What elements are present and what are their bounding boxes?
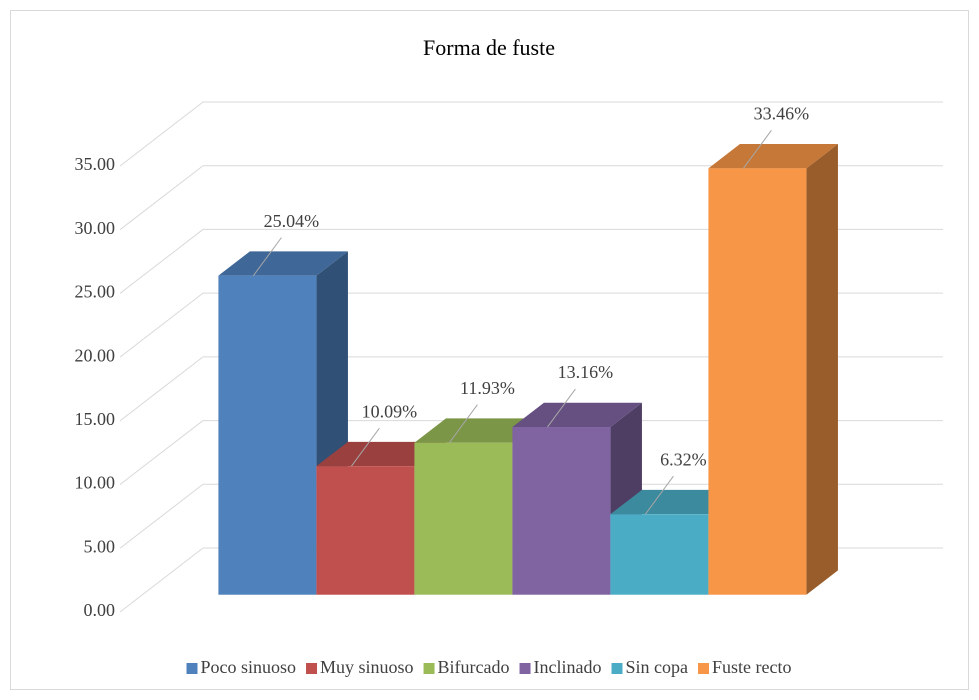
legend-label: Bifurcado: [438, 657, 510, 677]
legend-label: Muy sinuoso: [320, 657, 414, 677]
grid-line: [119, 356, 204, 422]
grid-line: [119, 101, 204, 167]
data-label: 6.32%: [660, 449, 707, 469]
grid-line: [119, 547, 204, 613]
legend-label: Fuste recto: [712, 657, 791, 677]
grid-line: [119, 292, 204, 358]
grid-line: [119, 483, 204, 549]
y-tick-label: 5.00: [84, 536, 116, 556]
bar: [414, 442, 513, 595]
legend-swatch: [423, 663, 435, 674]
grid-line: [119, 165, 204, 231]
leader-line: [743, 130, 772, 169]
legend-swatch: [186, 663, 198, 674]
legend-swatch: [306, 663, 318, 674]
legend-swatch: [611, 663, 623, 674]
data-label: 10.09%: [362, 401, 418, 421]
bar-top: [414, 418, 544, 443]
bar-top: [218, 251, 348, 276]
bar: [512, 427, 611, 595]
y-tick-label: 15.00: [75, 409, 116, 429]
y-tick-label: 10.00: [75, 473, 116, 493]
y-tick-label: 0.00: [84, 600, 116, 620]
leader-line: [645, 475, 674, 515]
chart-title: Forma de fuste: [423, 35, 555, 60]
legend-label: Sin copa: [626, 657, 689, 677]
leader-line: [449, 404, 478, 443]
legend-label: Poco sinuoso: [201, 657, 297, 677]
bar-side: [806, 144, 838, 595]
y-tick-label: 25.00: [75, 282, 116, 302]
leader-line: [351, 427, 380, 467]
bar: [218, 275, 317, 595]
leader-line: [547, 388, 576, 428]
y-tick-label: 30.00: [75, 218, 116, 238]
y-tick-label: 35.00: [75, 154, 116, 174]
data-label: 13.16%: [558, 362, 614, 382]
bar: [316, 466, 415, 595]
legend-swatch: [519, 663, 531, 674]
bar-top: [512, 402, 642, 428]
bar-top: [708, 144, 838, 169]
legend-swatch: [698, 663, 710, 674]
bar: [708, 168, 807, 595]
data-label: 25.04%: [264, 211, 320, 231]
legend-label: Inclinado: [534, 657, 602, 677]
grid-line: [119, 420, 204, 485]
bar: [610, 514, 709, 595]
y-tick-label: 20.00: [75, 345, 116, 365]
grid-line: [119, 229, 204, 294]
bar-top: [316, 441, 446, 467]
data-label: 11.93%: [460, 378, 515, 398]
bar-top: [610, 489, 740, 515]
leader-line: [253, 237, 282, 276]
data-label: 33.46%: [754, 103, 810, 123]
